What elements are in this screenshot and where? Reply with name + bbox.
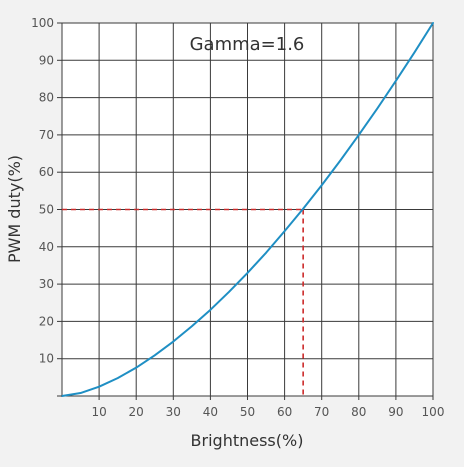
series-layer: [61, 22, 434, 397]
y-axis-ticks: 10 20 30 40 50 60 70 80 90 100: [31, 16, 62, 397]
x-tick-label-3: 40: [203, 405, 218, 419]
gamma-annotation: Gamma=1.6: [190, 34, 305, 55]
series-line-0: [61, 22, 434, 397]
x-tick-label-0: 10: [91, 405, 106, 419]
x-tick-label-4: 50: [240, 405, 255, 419]
x-tick-label-8: 90: [388, 405, 403, 419]
x-tick-label-1: 20: [129, 405, 144, 419]
y-tick-label-8: 90: [39, 53, 54, 67]
y-tick-label-3: 40: [39, 240, 54, 254]
y-tick-label-6: 70: [39, 128, 54, 142]
x-tick-label-6: 70: [314, 405, 329, 419]
y-axis-title: PWM duty(%): [5, 155, 24, 263]
y-tick-label-4: 50: [39, 203, 54, 217]
grid: [62, 23, 433, 396]
x-axis-title: Brightness(%): [191, 431, 304, 450]
y-tick-label-2: 30: [39, 277, 54, 291]
y-tick-label-9: 100: [31, 16, 54, 30]
x-tick-label-2: 30: [166, 405, 181, 419]
x-axis-ticks: 10 20 30 40 50 60 70 80 90 100: [91, 396, 444, 419]
reference-lines: [62, 208, 304, 396]
x-tick-label-9: 100: [422, 405, 445, 419]
y-tick-label-0: 10: [39, 352, 54, 366]
x-tick-label-7: 80: [351, 405, 366, 419]
x-tick-label-5: 60: [277, 405, 292, 419]
y-tick-label-1: 20: [39, 314, 54, 328]
y-tick-label-5: 60: [39, 165, 54, 179]
y-tick-label-7: 80: [39, 91, 54, 105]
